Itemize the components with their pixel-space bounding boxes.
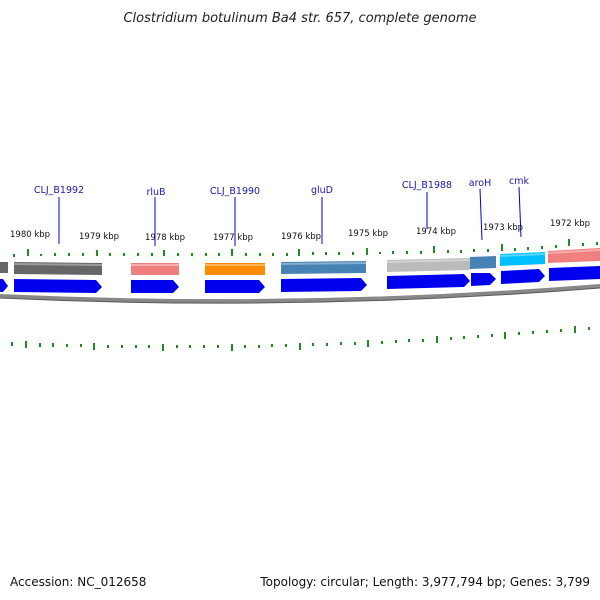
gene-label-clj-b1988[interactable]: CLJ_B1988 — [402, 180, 452, 191]
map-title: Clostridium botulinum Ba4 str. 657, comp… — [123, 11, 476, 26]
genome-backbone-shadow — [0, 287, 600, 304]
scale-label-1978: 1978 kbp — [145, 233, 185, 243]
feature-block-clj-b1992[interactable] — [14, 262, 102, 275]
scale-label-1979: 1979 kbp — [79, 232, 119, 242]
cds-arrow-clj-b1992[interactable] — [14, 279, 102, 293]
feature-block-clj-b1990[interactable] — [205, 263, 265, 275]
scale-label-1974: 1974 kbp — [416, 227, 456, 237]
cds-arrow-partial[interactable] — [0, 279, 8, 292]
gene-label-cmk[interactable]: cmk — [509, 176, 529, 187]
scale-label-1977: 1977 kbp — [213, 233, 253, 243]
scale-label-1975: 1975 kbp — [348, 229, 388, 239]
feature-block-glud[interactable] — [281, 261, 366, 274]
accession-label: Accession: NC_012658 — [10, 575, 146, 589]
cds-arrow-clj-b1988[interactable] — [387, 274, 470, 289]
cds-arrow-aroh[interactable] — [471, 273, 496, 286]
feature-block-right[interactable] — [548, 248, 600, 263]
feature-block-partial[interactable] — [0, 262, 8, 273]
feature-block-aroh[interactable] — [470, 256, 496, 269]
cds-arrow-rlub[interactable] — [131, 280, 179, 293]
scale-label-1980: 1980 kbp — [10, 230, 50, 240]
scale-label-1973: 1973 kbp — [483, 223, 523, 233]
cds-arrow-clj-b1990[interactable] — [205, 280, 265, 293]
genome-backbone-arc — [0, 284, 600, 304]
gene-label-clj-b1990[interactable]: CLJ_B1990 — [210, 186, 260, 197]
gene-label-glud[interactable]: gluD — [311, 185, 333, 196]
feature-track-highlight — [13, 249, 600, 266]
cds-arrow-glud[interactable] — [281, 278, 367, 292]
feature-block-clj-b1988[interactable] — [387, 258, 470, 272]
feature-track — [0, 248, 600, 275]
scale-label-1976: 1976 kbp — [281, 232, 321, 242]
upper-tick-row — [13, 239, 598, 257]
genome-summary-label: Topology: circular; Length: 3,977,794 bp… — [259, 575, 590, 589]
gene-label-aroh[interactable]: aroH — [469, 178, 491, 189]
feature-block-cmk[interactable] — [500, 252, 545, 266]
cds-arrow-track — [0, 266, 600, 293]
feature-block-rlub[interactable] — [131, 263, 179, 275]
gene-label-clj-b1992[interactable]: CLJ_B1992 — [34, 185, 84, 196]
cds-arrow-right[interactable] — [549, 266, 600, 281]
scale-label-1972: 1972 kbp — [550, 219, 590, 229]
gene-label-lines — [58, 186, 522, 246]
lower-tick-row — [11, 326, 590, 351]
cds-arrow-cmk[interactable] — [501, 269, 545, 284]
gene-label-rlub[interactable]: rluB — [146, 187, 165, 198]
